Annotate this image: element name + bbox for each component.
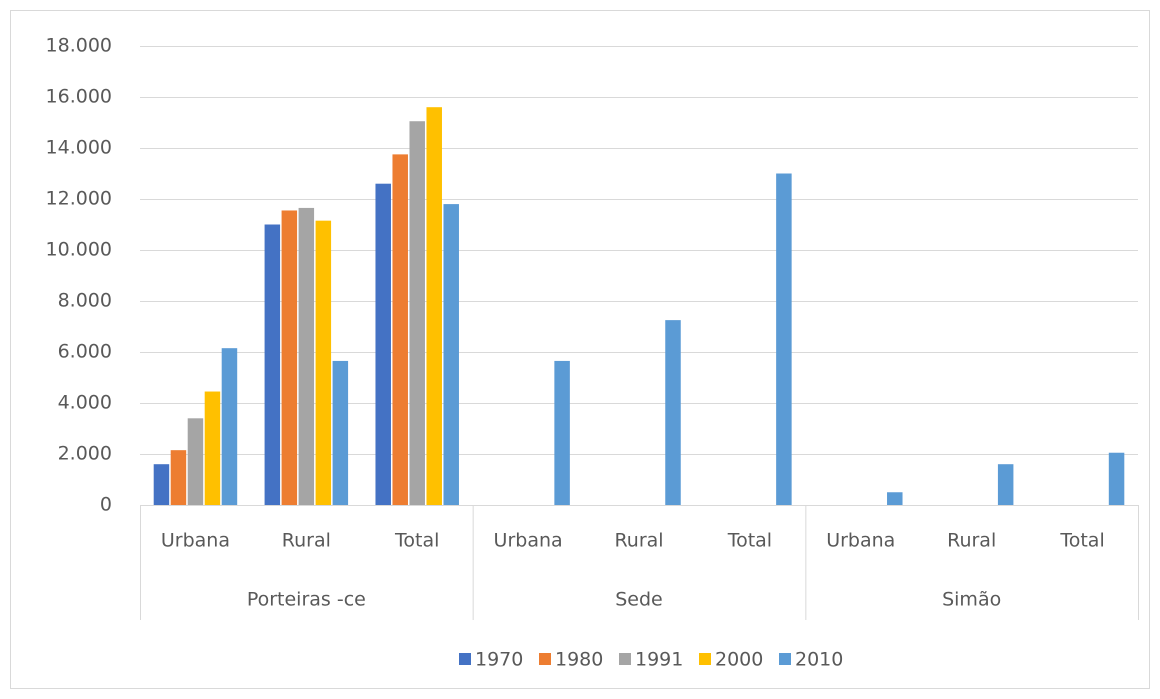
x-tick-label: Total xyxy=(727,530,772,552)
bar xyxy=(315,220,332,506)
bar xyxy=(997,464,1014,505)
bar xyxy=(443,204,459,505)
bar xyxy=(332,360,349,505)
bar xyxy=(221,348,238,505)
bar xyxy=(1108,452,1125,505)
x-tick-label: Rural xyxy=(614,530,663,552)
bar xyxy=(665,320,681,505)
bar xyxy=(204,391,221,505)
bar xyxy=(554,360,570,505)
bar xyxy=(281,210,298,505)
y-tick-label: 12.000 xyxy=(46,188,112,210)
legend-swatch xyxy=(459,653,471,665)
x-tick-label: Rural xyxy=(947,530,996,552)
y-tick-label: 2.000 xyxy=(58,443,112,465)
y-tick-label: 14.000 xyxy=(46,137,112,159)
bar xyxy=(375,183,391,505)
chart-border xyxy=(10,10,1150,689)
bar xyxy=(887,492,903,505)
legend-swatch xyxy=(619,653,631,665)
x-tick-label: Total xyxy=(394,530,439,552)
bar xyxy=(153,464,170,505)
x-tick-label: Urbana xyxy=(494,530,563,552)
x-tick-label: Total xyxy=(1059,530,1104,552)
y-tick-label: 0 xyxy=(100,494,112,516)
legend-label: 2010 xyxy=(795,649,843,671)
y-tick-label: 10.000 xyxy=(46,239,112,261)
bar xyxy=(776,173,792,505)
bar xyxy=(187,418,204,505)
legend-label: 1980 xyxy=(555,649,603,671)
bar xyxy=(298,207,315,506)
bar xyxy=(409,121,425,505)
group-label: Simão xyxy=(942,589,1001,611)
y-tick-label: 18.000 xyxy=(46,35,112,57)
bar xyxy=(264,224,281,505)
y-tick-label: 6.000 xyxy=(58,341,112,363)
bar xyxy=(170,450,187,505)
x-tick-label: Urbana xyxy=(826,530,895,552)
legend-label: 1991 xyxy=(635,649,683,671)
bar xyxy=(392,154,408,505)
legend-label: 1970 xyxy=(475,649,523,671)
bar xyxy=(426,107,442,505)
x-tick-label: Rural xyxy=(282,530,331,552)
legend-swatch xyxy=(539,653,551,665)
legend-swatch xyxy=(779,653,791,665)
y-tick-label: 4.000 xyxy=(58,392,112,414)
y-tick-label: 16.000 xyxy=(46,86,112,108)
legend-swatch xyxy=(699,653,711,665)
group-label: Porteiras -ce xyxy=(247,589,366,611)
x-tick-label: Urbana xyxy=(161,530,230,552)
group-label: Sede xyxy=(615,589,663,611)
legend-label: 2000 xyxy=(715,649,763,671)
y-tick-label: 8.000 xyxy=(58,290,112,312)
